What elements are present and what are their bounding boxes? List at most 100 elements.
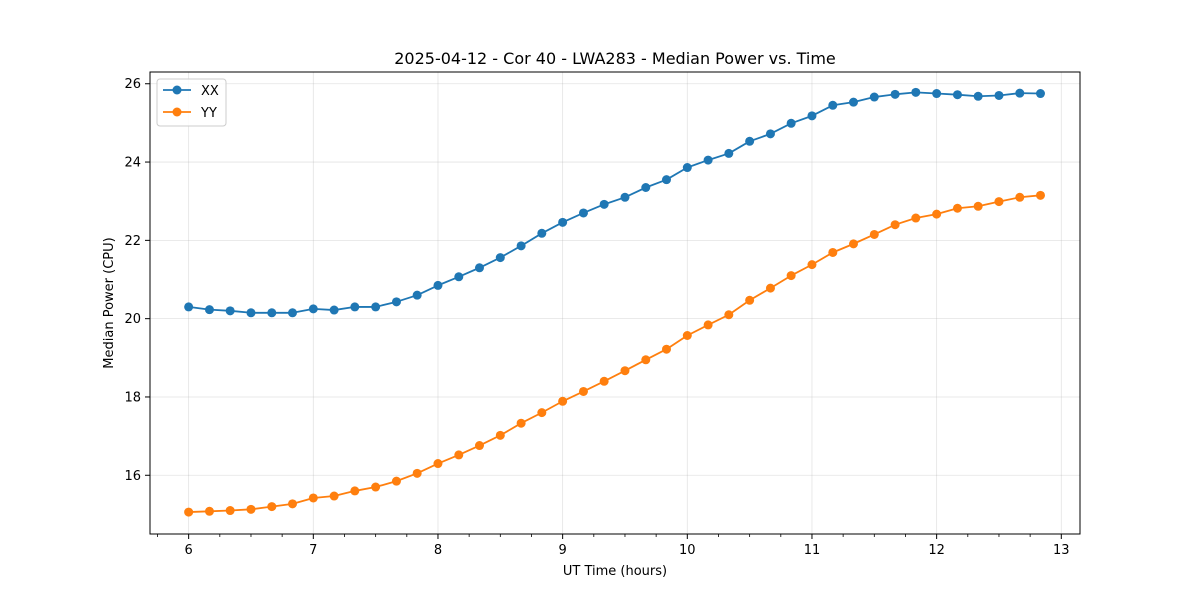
data-point-yy — [474, 441, 484, 451]
data-point-yy — [682, 330, 692, 340]
y-axis-label: Median Power (CPU) — [102, 237, 117, 368]
data-point-xx — [932, 89, 942, 99]
data-point-yy — [952, 203, 962, 213]
data-point-xx — [329, 305, 339, 315]
data-point-xx — [1015, 88, 1025, 98]
data-point-xx — [765, 129, 775, 139]
data-point-yy — [225, 506, 235, 516]
x-tick-label: 6 — [185, 543, 193, 558]
data-point-yy — [308, 493, 318, 503]
data-point-yy — [412, 468, 422, 478]
plot-area — [150, 72, 1080, 534]
data-point-yy — [994, 197, 1004, 207]
legend-label-yy: YY — [200, 106, 217, 121]
tick-layer: 6 7 8 9 10 11 12 13 16 18 20 22 24 26 — [124, 77, 1069, 558]
data-point-xx — [578, 208, 588, 218]
data-point-xx — [848, 97, 858, 107]
data-point-xx — [973, 91, 983, 101]
data-point-xx — [911, 87, 921, 97]
data-point-xx — [516, 241, 526, 251]
data-point-xx — [412, 290, 422, 300]
data-point-yy — [807, 260, 817, 270]
data-point-xx — [537, 228, 547, 238]
data-point-yy — [724, 310, 734, 320]
data-point-yy — [911, 213, 921, 223]
chart-title: 2025-04-12 - Cor 40 - LWA283 - Median Po… — [394, 49, 836, 68]
data-point-yy — [537, 408, 547, 418]
data-point-xx — [391, 297, 401, 307]
data-point-xx — [828, 100, 838, 110]
legend-label-xx: XX — [201, 84, 219, 99]
data-point-yy — [433, 459, 443, 469]
data-point-xx — [267, 308, 277, 318]
data-point-yy — [848, 239, 858, 249]
data-point-yy — [973, 201, 983, 211]
y-tick-label: 18 — [124, 390, 141, 405]
data-point-xx — [246, 308, 256, 318]
data-point-yy — [661, 344, 671, 354]
data-point-yy — [391, 476, 401, 486]
data-point-xx — [724, 148, 734, 158]
series-xx — [184, 87, 1045, 318]
y-tick-label: 26 — [124, 77, 141, 92]
data-point-yy — [828, 247, 838, 257]
x-tick-label: 9 — [559, 543, 567, 558]
series-layer — [184, 87, 1045, 517]
data-point-xx — [661, 175, 671, 185]
data-point-xx — [287, 308, 297, 318]
x-tick-label: 12 — [928, 543, 945, 558]
data-point-xx — [495, 253, 505, 263]
data-point-xx — [745, 136, 755, 146]
data-point-yy — [204, 506, 214, 516]
data-point-yy — [932, 209, 942, 219]
data-point-xx — [620, 192, 630, 202]
data-point-yy — [246, 504, 256, 514]
data-point-yy — [454, 450, 464, 460]
data-point-xx — [350, 302, 360, 312]
legend-marker-xx — [172, 85, 182, 95]
data-point-yy — [371, 482, 381, 492]
data-point-xx — [433, 280, 443, 290]
data-point-yy — [1035, 190, 1045, 200]
data-point-yy — [267, 502, 277, 512]
x-axis-label: UT Time (hours) — [563, 564, 667, 579]
x-tick-label: 13 — [1053, 543, 1070, 558]
plot-frame — [149, 71, 1081, 535]
y-tick-label: 24 — [124, 156, 141, 171]
data-point-xx — [682, 163, 692, 173]
legend-marker-yy — [172, 107, 182, 117]
data-point-xx — [890, 89, 900, 99]
data-point-xx — [703, 155, 713, 165]
series-yy — [184, 190, 1045, 517]
data-point-yy — [558, 396, 568, 406]
data-point-yy — [890, 220, 900, 230]
data-point-xx — [371, 302, 381, 312]
data-point-xx — [558, 217, 568, 227]
data-point-yy — [184, 507, 194, 517]
data-point-yy — [869, 229, 879, 239]
data-point-xx — [994, 90, 1004, 100]
data-point-xx — [786, 118, 796, 128]
data-point-xx — [204, 305, 214, 315]
x-tick-label: 10 — [679, 543, 696, 558]
data-point-xx — [952, 90, 962, 100]
x-tick-label: 8 — [434, 543, 442, 558]
data-point-xx — [1035, 89, 1045, 99]
legend: XX YY — [156, 78, 227, 127]
data-point-yy — [641, 355, 651, 365]
data-point-xx — [308, 304, 318, 314]
data-point-yy — [703, 320, 713, 330]
data-point-xx — [225, 306, 235, 316]
data-point-yy — [745, 295, 755, 305]
data-point-yy — [495, 430, 505, 440]
x-tick-label: 11 — [804, 543, 821, 558]
x-tick-label: 7 — [309, 543, 317, 558]
data-point-xx — [184, 302, 194, 312]
data-point-yy — [287, 499, 297, 509]
data-point-yy — [578, 386, 588, 396]
y-tick-label: 16 — [124, 469, 141, 484]
data-point-xx — [474, 263, 484, 273]
data-point-yy — [765, 283, 775, 293]
data-point-xx — [869, 92, 879, 102]
